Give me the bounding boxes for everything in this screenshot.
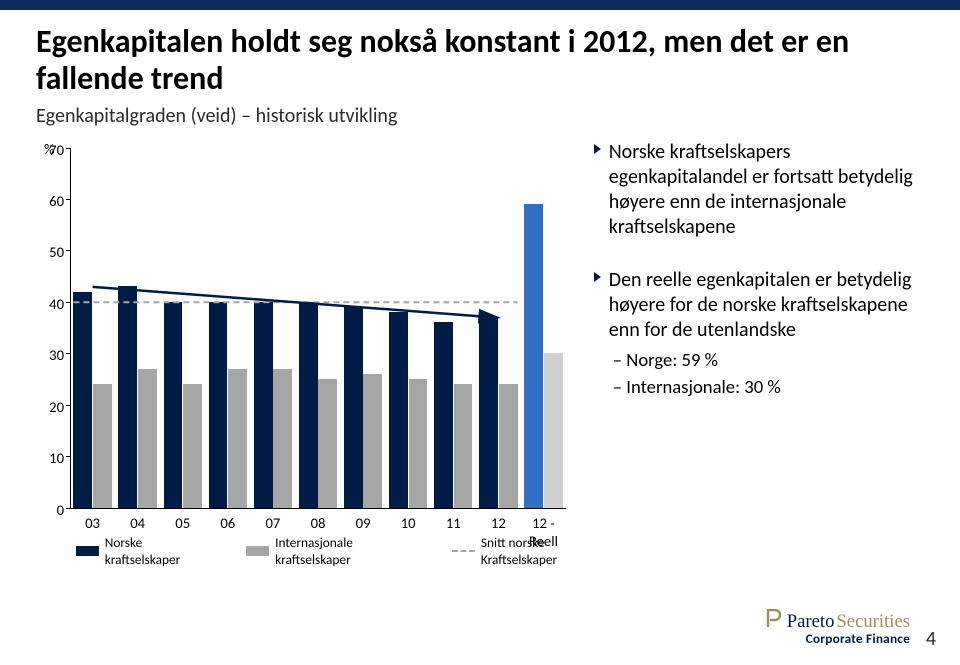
logo-brand: ParetoSecurities	[787, 611, 910, 632]
bullet-text: Norske kraftselskapers egenkapitalandel …	[609, 140, 924, 240]
pareto-logo: ParetoSecurities Corporate Finance	[765, 609, 910, 645]
legend-swatch	[76, 546, 99, 556]
page-number: 4	[926, 627, 936, 651]
bullet-list: Norske kraftselskapers egenkapitalandel …	[575, 140, 924, 550]
legend-label: Internasjonale kraftselskaper	[275, 534, 412, 568]
chart-overlay	[70, 148, 566, 508]
y-tick-label: 60	[36, 192, 64, 210]
bullet-sub-item: Norge: 59 %	[613, 349, 924, 372]
legend-dash	[452, 550, 475, 552]
plot-area	[70, 148, 566, 508]
x-tick-label: 10	[388, 514, 428, 532]
x-tick-label: 05	[163, 514, 203, 532]
y-tick-label: 40	[36, 295, 64, 313]
x-axis	[70, 508, 566, 509]
legend-item: Snitt norske Kraftselskaper	[452, 534, 606, 568]
bullet-item: Den reelle egenkapitalen er betydelig hø…	[593, 268, 924, 400]
legend-item: Norske kraftselskaper	[76, 534, 206, 568]
x-tick-label: 11	[433, 514, 473, 532]
y-tick-label: 30	[36, 346, 64, 364]
bullet-text: Den reelle egenkapitalen er betydelig hø…	[609, 268, 924, 400]
slide: Egenkapitalen holdt seg nokså konstant i…	[0, 0, 960, 665]
content-row: 010203040506070 0304050607080910111212 -…	[36, 140, 924, 550]
x-tick-label: 08	[298, 514, 338, 532]
top-accent-bar	[0, 0, 960, 10]
y-tick-label: 10	[36, 449, 64, 467]
chart-legend: Norske kraftselskaper Internasjonale kraf…	[76, 534, 606, 568]
bullet-marker-icon	[593, 268, 609, 400]
bar-chart: 010203040506070 0304050607080910111212 -…	[36, 140, 575, 550]
bullet-marker-icon	[593, 140, 609, 240]
y-tick-label: 20	[36, 398, 64, 416]
x-tick-label: 06	[208, 514, 248, 532]
y-axis-unit: %	[44, 140, 54, 158]
x-tick-label: 03	[73, 514, 113, 532]
slide-subtitle: Egenkapitalgraden (veid) – historisk utv…	[36, 104, 924, 128]
bullet-sub-item: Internasjonale: 30 %	[613, 376, 924, 399]
x-tick-label: 12	[478, 514, 518, 532]
legend-label: Norske kraftselskaper	[105, 534, 207, 568]
y-tick-label: 50	[36, 243, 64, 261]
logo-subline: Corporate Finance	[765, 632, 910, 645]
logo-brand-a: Pareto	[787, 611, 835, 632]
legend-item: Internasjonale kraftselskaper	[246, 534, 412, 568]
bullet-item: Norske kraftselskapers egenkapitalandel …	[593, 140, 924, 240]
legend-label: Snitt norske Kraftselskaper	[481, 534, 606, 568]
x-tick-label: 04	[118, 514, 158, 532]
logo-brand-b: Securities	[836, 611, 910, 632]
x-tick-label: 07	[253, 514, 293, 532]
x-tick-label: 09	[343, 514, 383, 532]
y-tick-label: 0	[36, 501, 64, 519]
logo-mark	[765, 609, 783, 631]
legend-swatch	[246, 546, 269, 556]
slide-title: Egenkapitalen holdt seg nokså konstant i…	[36, 24, 924, 98]
